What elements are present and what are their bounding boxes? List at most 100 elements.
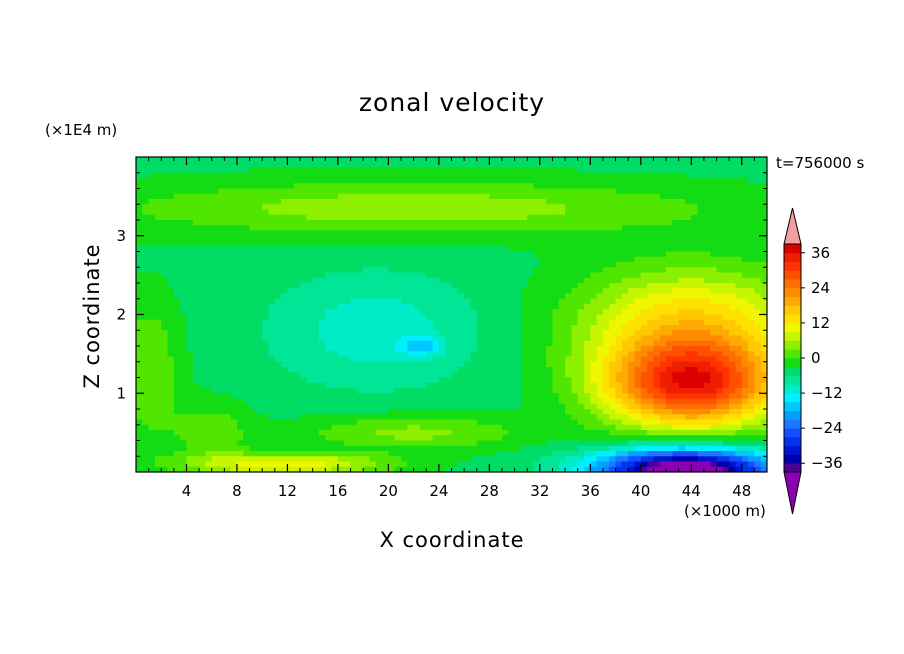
field-cell bbox=[262, 267, 270, 274]
field-cell bbox=[300, 382, 307, 389]
field-cell bbox=[558, 251, 566, 258]
field-cell bbox=[382, 403, 389, 410]
field-cell bbox=[710, 340, 718, 347]
field-cell bbox=[363, 204, 371, 211]
field-cell bbox=[609, 267, 617, 274]
field-cell bbox=[173, 414, 181, 421]
field-cell bbox=[218, 235, 225, 242]
field-cell bbox=[268, 356, 276, 363]
field-cell bbox=[609, 157, 617, 163]
field-cell bbox=[609, 372, 617, 379]
field-cell bbox=[300, 188, 307, 195]
field-cell bbox=[697, 178, 705, 184]
field-cell bbox=[697, 393, 705, 400]
field-cell bbox=[350, 351, 358, 358]
field-cell bbox=[659, 193, 667, 200]
field-cell bbox=[584, 157, 591, 163]
field-cell bbox=[312, 283, 320, 289]
field-cell bbox=[653, 335, 661, 342]
field-cell bbox=[615, 262, 623, 268]
field-cell bbox=[230, 298, 238, 305]
field-cell bbox=[300, 272, 307, 279]
field-cell bbox=[520, 398, 528, 405]
field-cell bbox=[457, 230, 465, 237]
field-cell bbox=[356, 183, 364, 190]
field-cell bbox=[401, 193, 408, 200]
field-cell bbox=[136, 225, 143, 232]
field-cell bbox=[634, 220, 642, 226]
field-cell bbox=[205, 351, 213, 358]
field-cell bbox=[148, 209, 156, 216]
field-cell bbox=[413, 351, 421, 358]
field-cell bbox=[136, 262, 143, 268]
field-cell bbox=[432, 272, 440, 279]
field-cell bbox=[615, 351, 623, 358]
field-cell bbox=[268, 167, 276, 174]
field-cell bbox=[628, 157, 636, 163]
field-cell bbox=[590, 314, 598, 321]
field-cell bbox=[306, 277, 314, 284]
field-cell bbox=[457, 356, 465, 363]
field-cell bbox=[501, 319, 509, 326]
field-cell bbox=[590, 167, 598, 174]
field-cell bbox=[470, 283, 478, 289]
field-cell bbox=[325, 256, 333, 263]
field-cell bbox=[710, 178, 718, 184]
field-cell bbox=[243, 193, 251, 200]
field-cell bbox=[394, 414, 402, 421]
field-cell bbox=[464, 393, 472, 400]
field-cell bbox=[678, 361, 686, 368]
field-cell bbox=[142, 251, 150, 258]
field-cell bbox=[684, 330, 692, 337]
field-cell bbox=[173, 283, 181, 289]
field-cell bbox=[407, 393, 415, 400]
field-cell bbox=[375, 409, 383, 415]
field-cell bbox=[438, 298, 446, 305]
field-cell bbox=[722, 372, 730, 379]
field-cell bbox=[634, 361, 642, 368]
field-cell bbox=[243, 325, 251, 331]
field-cell bbox=[489, 314, 497, 321]
field-cell bbox=[136, 204, 143, 211]
field-cell bbox=[533, 272, 541, 279]
field-cell bbox=[413, 193, 421, 200]
field-cell bbox=[432, 361, 440, 368]
field-cell bbox=[470, 277, 478, 284]
field-cell bbox=[527, 193, 535, 200]
field-cell bbox=[760, 172, 767, 179]
field-cell bbox=[218, 372, 225, 379]
field-cell bbox=[748, 398, 755, 405]
field-cell bbox=[571, 267, 579, 274]
field-cell bbox=[533, 325, 541, 331]
field-cell bbox=[300, 183, 307, 190]
field-cell bbox=[527, 172, 535, 179]
field-cell bbox=[382, 246, 389, 253]
field-cell bbox=[167, 288, 175, 295]
field-cell bbox=[337, 178, 345, 184]
field-cell bbox=[363, 319, 371, 326]
field-cell bbox=[142, 372, 150, 379]
field-cell bbox=[154, 235, 162, 242]
field-cell bbox=[546, 225, 554, 232]
field-cell bbox=[186, 388, 194, 394]
field-cell bbox=[748, 204, 755, 211]
field-cell bbox=[659, 220, 667, 226]
field-cell bbox=[495, 225, 503, 232]
field-cell bbox=[167, 346, 175, 352]
field-cell bbox=[167, 235, 175, 242]
field-cell bbox=[691, 309, 699, 316]
field-cell bbox=[577, 335, 585, 342]
field-cell bbox=[546, 230, 554, 237]
field-cell bbox=[243, 172, 251, 179]
field-cell bbox=[577, 204, 585, 211]
field-cell bbox=[438, 262, 446, 268]
field-cell bbox=[470, 304, 478, 310]
field-cell bbox=[401, 204, 408, 211]
field-cell bbox=[344, 361, 352, 368]
field-cell bbox=[199, 157, 207, 163]
field-cell bbox=[438, 393, 446, 400]
field-cell bbox=[268, 361, 276, 368]
field-cell bbox=[666, 314, 673, 321]
field-cell bbox=[640, 172, 648, 179]
field-cell bbox=[697, 220, 705, 226]
